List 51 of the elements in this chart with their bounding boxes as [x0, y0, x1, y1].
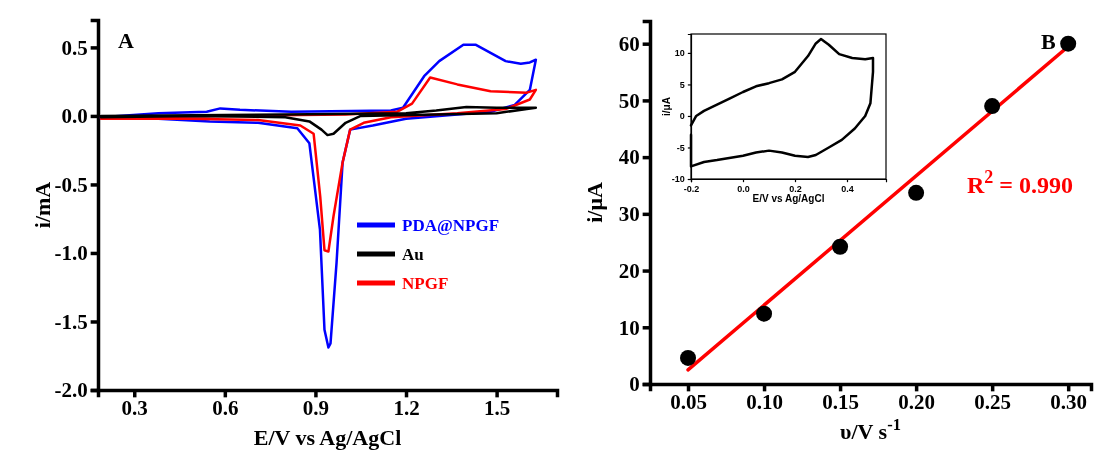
y-tick-label: 40: [618, 145, 640, 170]
y-tick-label: 30: [618, 202, 640, 227]
y-tick-label: 50: [618, 88, 640, 113]
x-tick-label: 1.2: [393, 396, 420, 421]
legend-label: Au: [402, 245, 424, 264]
x-tick-label: 1.5: [483, 396, 511, 421]
x-tick-label: 0.4: [841, 183, 854, 194]
y-tick-label: 0: [679, 111, 685, 122]
x-tick-label: 0.20: [898, 390, 935, 415]
x-tick-label: 0.30: [1050, 390, 1088, 415]
y-tick-label: 10: [618, 315, 640, 340]
y-tick-label: -1.5: [54, 309, 88, 334]
y-tick-label: -1.0: [54, 241, 88, 266]
x-tick-label: 0.2: [789, 183, 802, 194]
point: [1060, 35, 1077, 52]
point: [680, 349, 697, 366]
annotation: B: [1041, 29, 1056, 54]
point: [908, 184, 925, 201]
x-tick-label: 0.10: [746, 390, 783, 415]
y-axis-title: i/μA: [581, 182, 607, 223]
y-tick-label: -2.0: [54, 378, 88, 403]
x-tick-label: 0.05: [670, 390, 707, 415]
point: [984, 98, 1001, 115]
x-axis-title: E/V vs Ag/AgCl: [253, 424, 402, 450]
y-axis-title: i/mA: [29, 181, 55, 229]
x-tick-label: 0.0: [737, 183, 750, 194]
x-tick-label: 0.25: [974, 390, 1012, 415]
y-tick-label: -0.5: [54, 172, 88, 197]
y-tick-label: 0: [629, 372, 640, 397]
x-tick-label: -0.2: [683, 183, 700, 194]
annotation: A: [118, 28, 134, 53]
y-tick-label: 60: [618, 31, 640, 56]
x-tick-label: 0.6: [212, 396, 239, 421]
y-tick-label: 20: [618, 258, 640, 283]
y-tick-label: 10: [674, 48, 685, 59]
x-axis-title: υ/V s$^{-1}$: [840, 414, 901, 444]
legend-label: NPGF: [402, 274, 449, 293]
point: [756, 305, 773, 322]
y-tick-label: 0.5: [61, 35, 88, 60]
x-axis-title: E/V vs Ag/AgCl: [752, 193, 825, 205]
x-tick-label: 0.15: [822, 390, 859, 415]
y-axis-title: i/μA: [661, 97, 673, 116]
x-tick-label: 0.9: [302, 396, 330, 421]
y-tick-label: -10: [671, 174, 685, 185]
y-tick-label: -5: [676, 142, 685, 153]
legend-label: PDA@NPGF: [402, 216, 500, 235]
x-tick-label: 0.3: [121, 396, 148, 421]
point: [832, 238, 849, 255]
y-tick-label: 0.0: [61, 104, 88, 129]
annotation: R$^{2}$ = 0.990: [966, 167, 1073, 198]
y-tick-label: 5: [679, 79, 685, 90]
